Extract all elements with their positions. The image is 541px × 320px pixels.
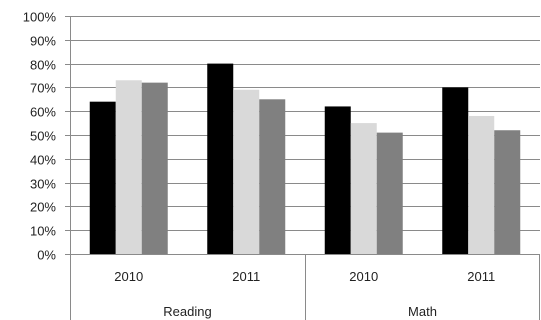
y-tick-label: 40% xyxy=(30,153,56,168)
y-tick-label: 60% xyxy=(30,105,56,120)
bar xyxy=(350,123,377,254)
category-label: 2011 xyxy=(467,269,495,284)
axis-labels: 0% 10% 20% 30% 40% 50% 60% 70% 80% 90% 100% 2010 201… xyxy=(23,10,495,320)
bar xyxy=(207,63,234,254)
y-tick-label: 100% xyxy=(23,10,57,25)
y-tick-label: 20% xyxy=(30,200,56,215)
category-label: 2011 xyxy=(232,269,260,284)
bar xyxy=(141,82,168,254)
y-tick-label: 50% xyxy=(30,129,56,144)
bars xyxy=(89,63,521,255)
y-tick-label: 70% xyxy=(30,81,56,96)
bar xyxy=(468,115,495,255)
axes xyxy=(65,16,540,320)
bar xyxy=(115,80,142,254)
category-label: 2010 xyxy=(349,269,378,284)
bar xyxy=(259,99,286,254)
bar xyxy=(494,130,521,254)
bar xyxy=(89,101,116,255)
bar xyxy=(442,87,469,255)
y-tick-label: 0% xyxy=(37,248,56,263)
y-tick-label: 30% xyxy=(30,177,56,192)
bar xyxy=(324,106,351,254)
group-label: Reading xyxy=(163,304,211,319)
bar xyxy=(233,89,260,254)
group-label: Math xyxy=(408,304,437,319)
y-tick-label: 90% xyxy=(30,34,56,49)
y-tick-label: 10% xyxy=(30,224,56,239)
y-tick-label: 80% xyxy=(30,58,56,73)
bar xyxy=(376,132,403,254)
category-label: 2010 xyxy=(114,269,143,284)
